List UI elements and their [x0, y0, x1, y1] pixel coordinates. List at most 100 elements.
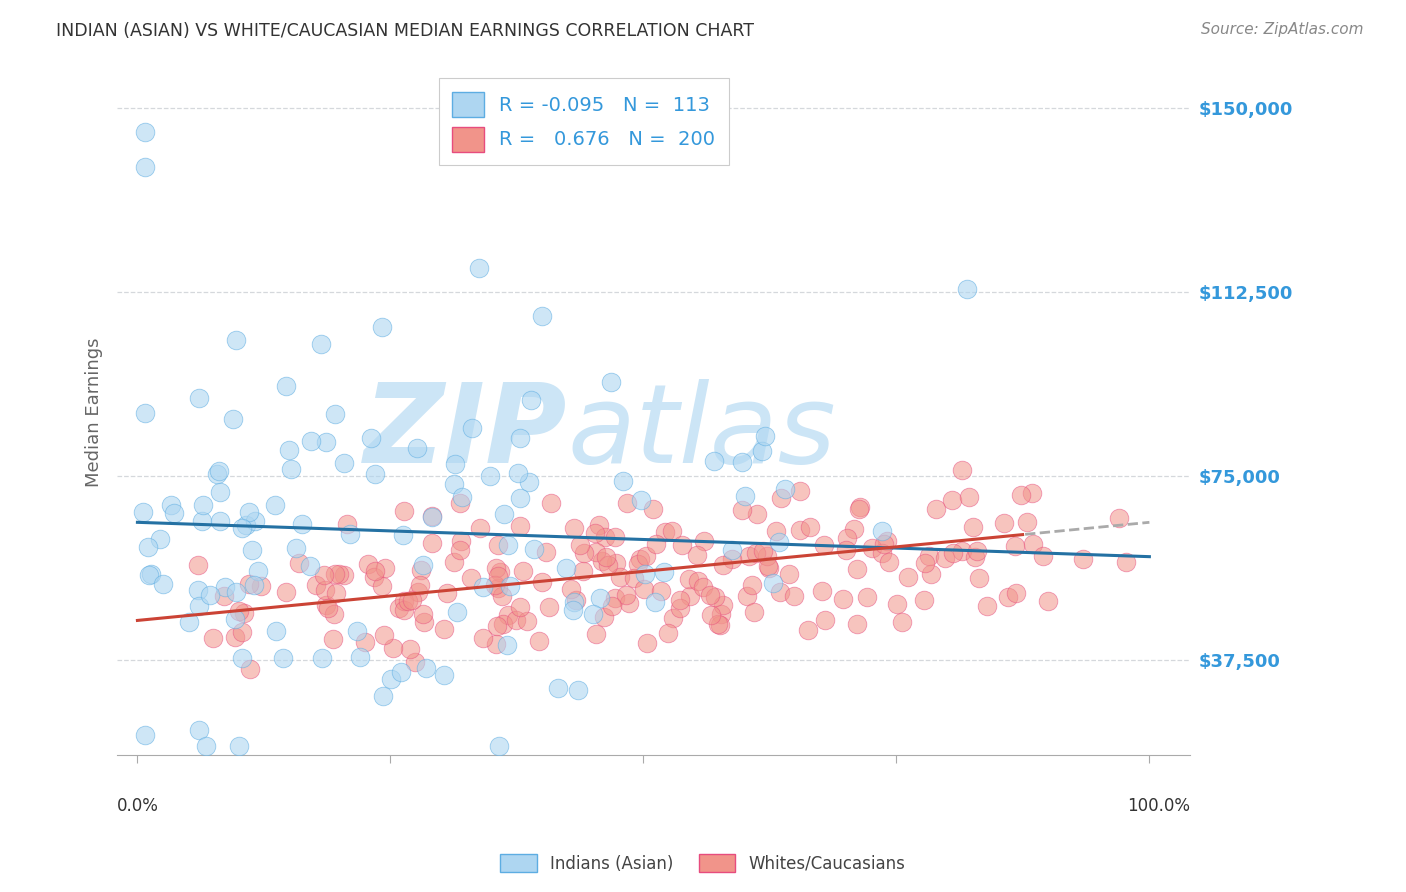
Point — [191, 499, 214, 513]
Point — [214, 580, 236, 594]
Point — [134, 728, 156, 742]
Point — [950, 544, 973, 558]
Point — [163, 507, 186, 521]
Point — [436, 586, 458, 600]
Point — [443, 555, 465, 569]
Y-axis label: Median Earnings: Median Earnings — [86, 337, 103, 487]
Point — [591, 554, 613, 568]
Point — [835, 542, 858, 557]
Point — [870, 546, 893, 560]
Point — [688, 574, 710, 588]
Point — [565, 592, 588, 607]
Point — [271, 650, 294, 665]
Point — [322, 632, 344, 647]
Point — [703, 454, 725, 468]
Point — [891, 615, 914, 629]
Point — [328, 566, 350, 581]
Point — [134, 125, 156, 139]
Point — [208, 514, 231, 528]
Point — [139, 567, 162, 582]
Point — [509, 491, 531, 505]
Point — [412, 607, 434, 621]
Point — [460, 571, 482, 585]
Point — [389, 665, 412, 679]
Point — [370, 579, 392, 593]
Point — [496, 538, 519, 552]
Point — [478, 468, 501, 483]
Point — [976, 599, 998, 614]
Point — [730, 455, 752, 469]
Point — [627, 557, 650, 571]
Point — [585, 627, 607, 641]
Point — [582, 607, 605, 621]
Point — [231, 651, 253, 665]
Point — [941, 546, 963, 560]
Point — [235, 518, 257, 533]
Point — [280, 462, 302, 476]
Point — [650, 584, 672, 599]
Point — [837, 532, 859, 546]
Point — [468, 521, 491, 535]
Point — [934, 550, 956, 565]
Point — [628, 552, 651, 566]
Point — [349, 649, 371, 664]
Point — [734, 490, 756, 504]
Point — [494, 507, 516, 521]
Point — [775, 482, 797, 496]
Point — [195, 739, 218, 753]
Point — [420, 509, 443, 524]
Point — [222, 412, 245, 426]
Point — [730, 502, 752, 516]
Point — [486, 569, 509, 583]
Point — [485, 561, 508, 575]
Point — [711, 558, 734, 572]
Point — [752, 543, 775, 558]
Point — [1005, 586, 1028, 600]
Point — [299, 559, 322, 574]
Point — [612, 474, 634, 488]
Point — [208, 464, 231, 478]
Point — [661, 524, 683, 539]
Point — [959, 490, 981, 504]
Point — [371, 320, 394, 334]
Point — [250, 579, 273, 593]
Point — [401, 592, 423, 607]
Point — [243, 514, 266, 528]
Point — [333, 567, 356, 582]
Point — [412, 558, 434, 573]
Point — [700, 607, 723, 622]
Point — [339, 526, 361, 541]
Point — [654, 525, 676, 540]
Text: 100.0%: 100.0% — [1126, 797, 1189, 814]
Point — [692, 580, 714, 594]
Point — [1004, 539, 1026, 553]
Point — [325, 586, 347, 600]
Point — [396, 593, 419, 607]
Point — [633, 582, 655, 596]
Point — [585, 544, 607, 558]
Point — [138, 567, 160, 582]
Point — [187, 391, 209, 405]
Text: INDIAN (ASIAN) VS WHITE/CAUCASIAN MEDIAN EARNINGS CORRELATION CHART: INDIAN (ASIAN) VS WHITE/CAUCASIAN MEDIAN… — [56, 22, 754, 40]
Point — [737, 549, 759, 564]
Point — [187, 558, 209, 572]
Point — [630, 493, 652, 508]
Point — [789, 484, 811, 499]
Point — [596, 558, 619, 572]
Point — [799, 520, 821, 534]
Point — [765, 524, 787, 539]
Point — [314, 583, 336, 598]
Point — [593, 530, 616, 544]
Point — [471, 631, 494, 645]
Point — [491, 589, 513, 603]
Point — [848, 502, 870, 516]
Point — [536, 545, 558, 559]
Point — [486, 538, 509, 552]
Point — [652, 565, 675, 579]
Point — [636, 549, 658, 564]
Point — [409, 578, 432, 592]
Point — [357, 557, 380, 571]
Point — [415, 661, 437, 675]
Point — [404, 655, 426, 669]
Point — [228, 739, 250, 753]
